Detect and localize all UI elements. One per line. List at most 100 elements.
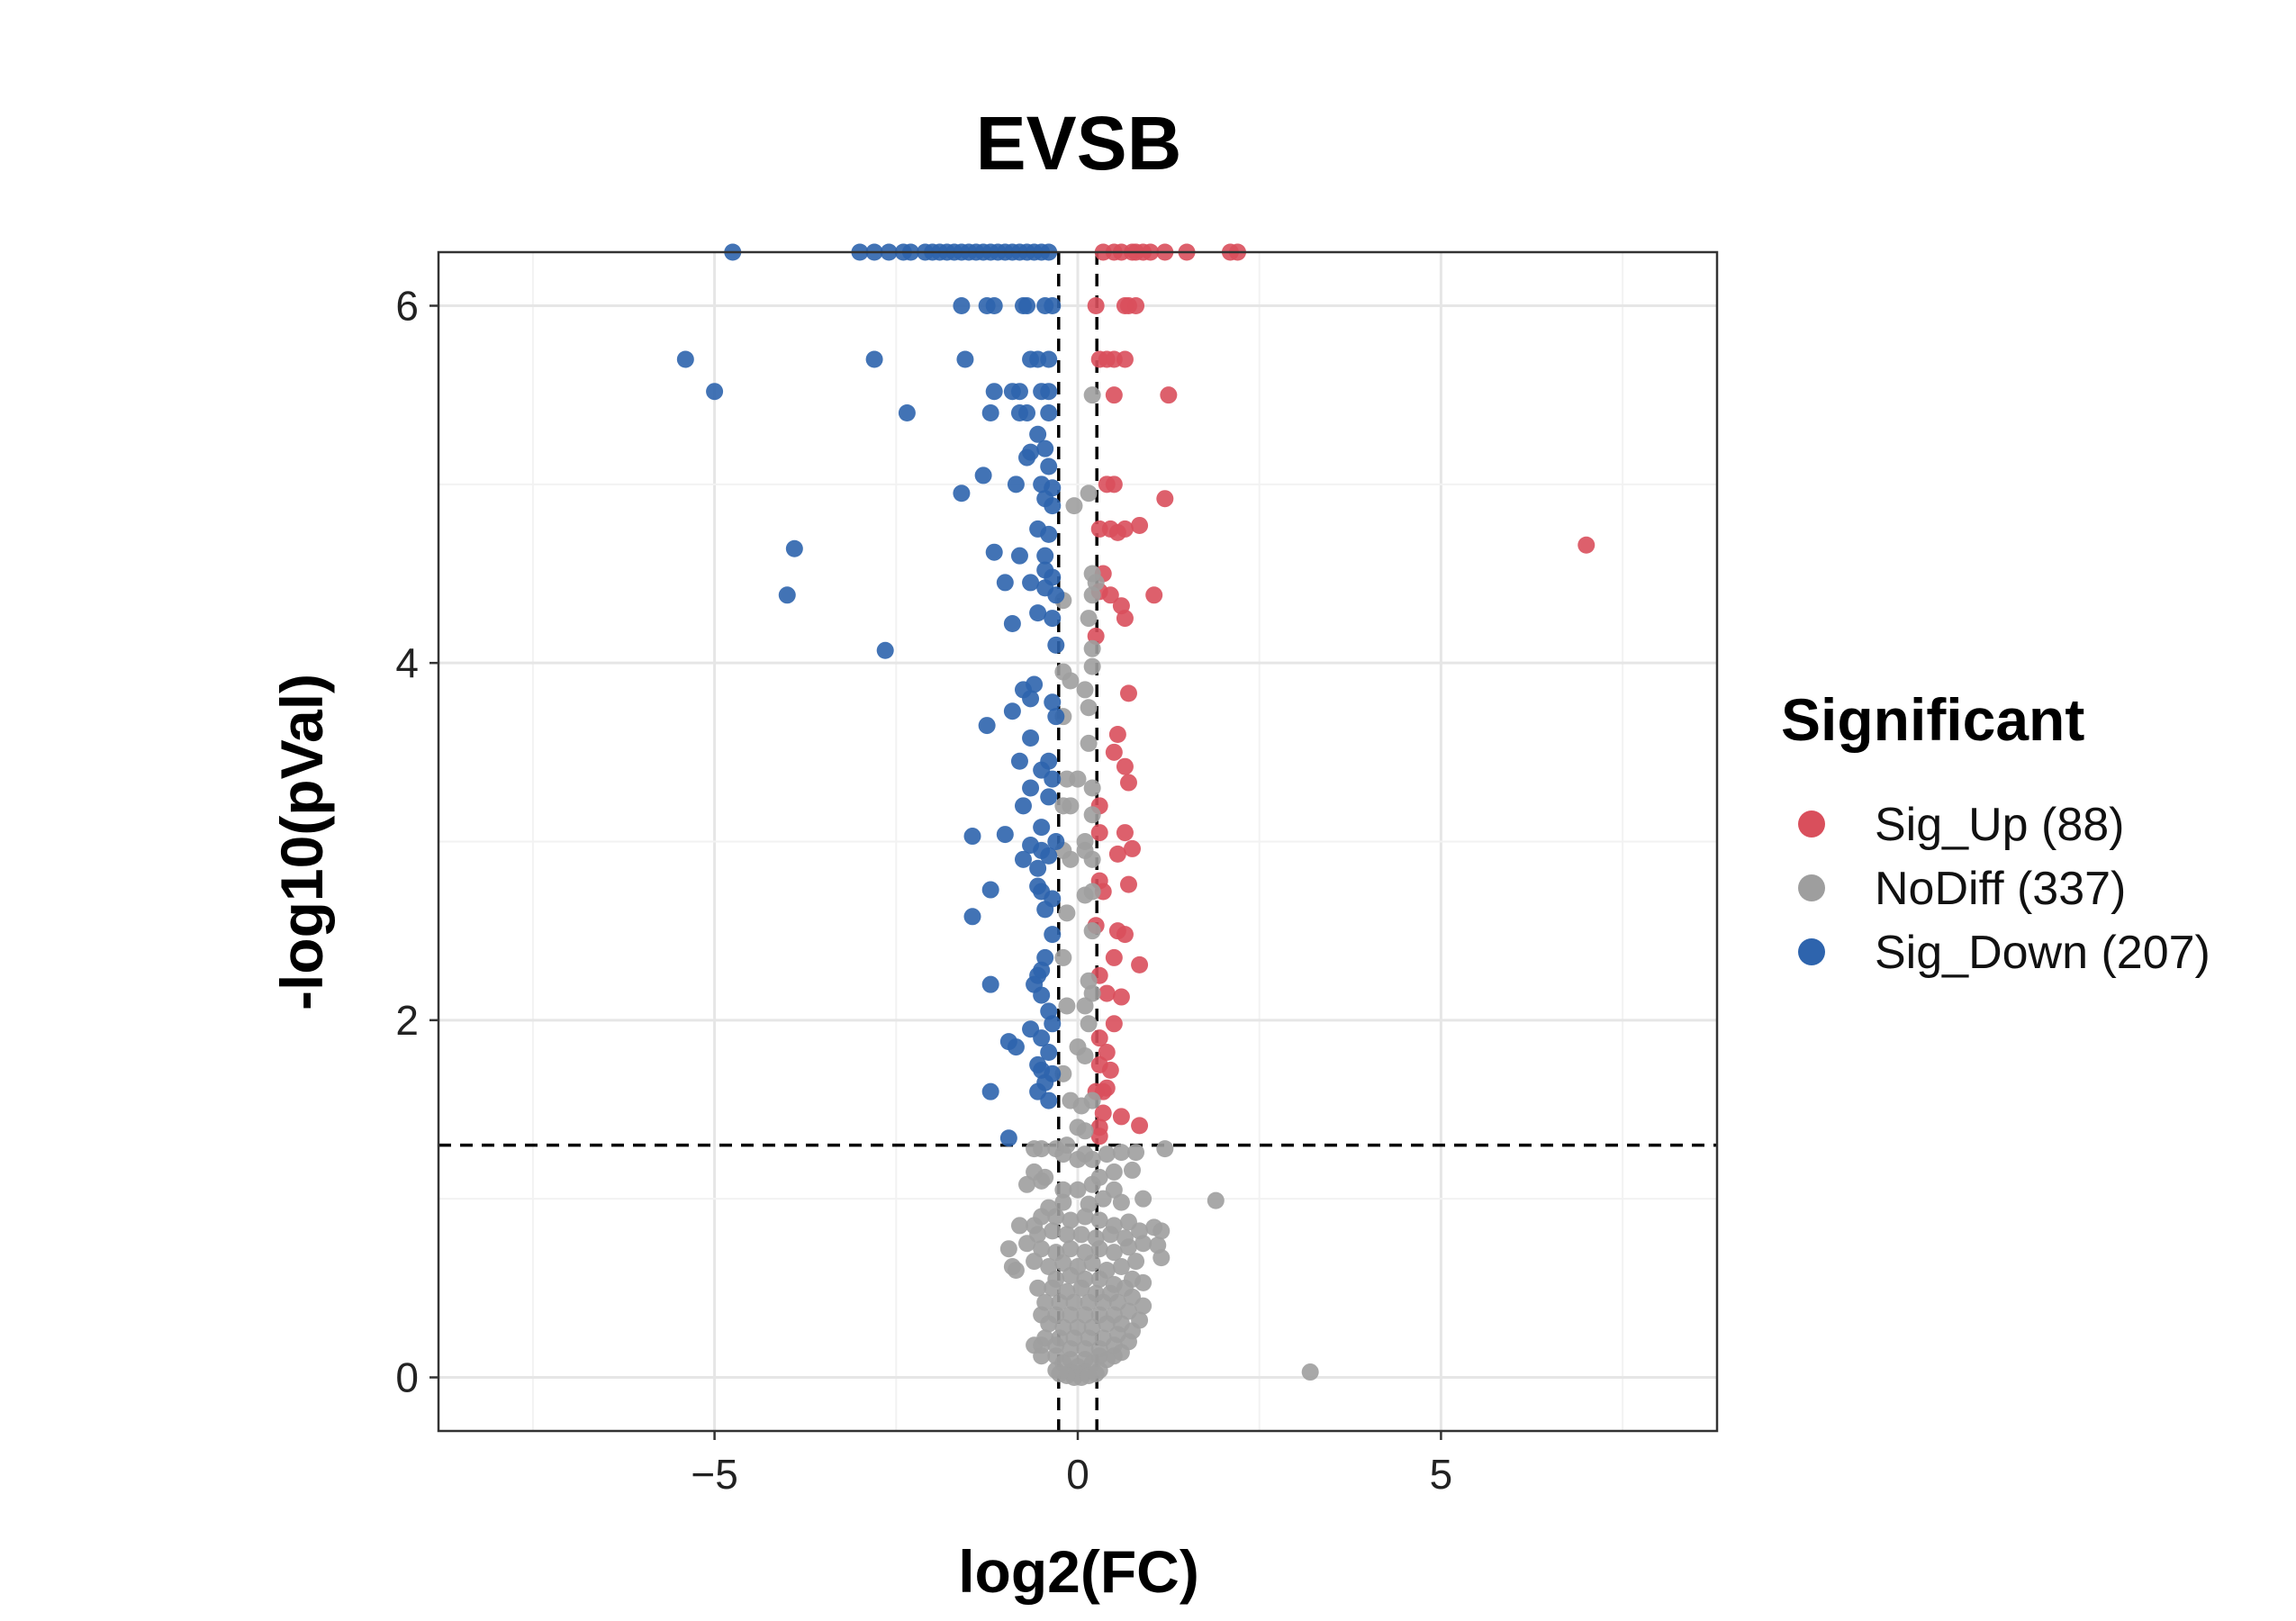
data-point [1083, 1091, 1101, 1109]
data-point [1018, 404, 1036, 421]
data-point [1119, 774, 1137, 792]
data-point [1018, 448, 1036, 466]
data-point [963, 908, 981, 926]
data-point [706, 383, 724, 401]
data-point [1058, 904, 1076, 922]
legend-title: Significant [1781, 686, 2084, 753]
legend-key [1798, 874, 1825, 901]
data-point [1116, 926, 1134, 944]
data-point [1112, 1258, 1130, 1276]
data-point [1040, 788, 1058, 806]
data-point [1010, 752, 1028, 770]
data-point [1098, 1044, 1116, 1062]
data-point [676, 350, 694, 368]
data-point [1083, 586, 1101, 604]
data-point [1010, 547, 1028, 565]
data-point [1087, 297, 1105, 314]
data-point [1127, 297, 1145, 314]
data-point [1069, 770, 1087, 788]
data-point [1577, 536, 1595, 554]
data-point [1062, 672, 1080, 690]
data-point [1040, 457, 1058, 475]
data-point [1083, 1254, 1101, 1272]
data-point [981, 404, 999, 421]
data-point [1018, 1235, 1036, 1253]
data-point [1080, 610, 1098, 628]
data-point [1029, 1279, 1047, 1297]
legend-label: NoDiff (337) [1875, 863, 2126, 915]
data-point [1040, 383, 1058, 401]
data-point [1090, 1240, 1108, 1258]
data-point [1101, 586, 1119, 604]
data-point [985, 297, 1003, 314]
data-point [1116, 610, 1134, 628]
data-point [1090, 1127, 1108, 1146]
data-point [1090, 1029, 1108, 1047]
data-point [1108, 726, 1126, 743]
data-point [1029, 604, 1047, 622]
data-point [1105, 1015, 1123, 1033]
data-point [1090, 824, 1108, 842]
data-point [985, 543, 1003, 561]
data-point [1003, 1258, 1021, 1276]
data-point [1003, 615, 1021, 633]
data-point [1083, 1175, 1101, 1193]
y-tick-label: 6 [395, 283, 419, 330]
data-point [1087, 1365, 1105, 1383]
data-point [1062, 1266, 1080, 1284]
data-point [1083, 1151, 1101, 1169]
data-point [1062, 1211, 1080, 1229]
data-point [1116, 757, 1134, 775]
data-point [1062, 797, 1080, 815]
data-point [1054, 1193, 1072, 1211]
data-point [1022, 779, 1040, 797]
legend-label: Sig_Up (88) [1875, 799, 2124, 851]
data-point [1062, 1240, 1080, 1258]
data-point [1018, 297, 1036, 314]
data-point [1131, 516, 1149, 534]
data-point [1076, 681, 1094, 699]
data-point [898, 404, 916, 421]
data-point [1160, 386, 1178, 404]
data-point [1072, 1279, 1090, 1297]
data-point [1116, 350, 1134, 368]
data-point [1101, 1226, 1119, 1244]
data-point [1105, 1163, 1123, 1181]
data-point [1134, 1190, 1153, 1208]
y-tick-label: 0 [395, 1354, 419, 1401]
data-point [1076, 1047, 1094, 1064]
data-point [1076, 997, 1094, 1015]
data-point [1119, 875, 1137, 893]
data-point [1156, 490, 1174, 508]
data-point [1112, 1344, 1130, 1362]
data-point [778, 586, 796, 604]
data-point [956, 350, 974, 368]
data-point [1044, 770, 1062, 788]
data-point [1040, 1315, 1058, 1333]
data-point [1010, 383, 1028, 401]
data-point [1119, 1238, 1137, 1256]
data-point [1076, 1208, 1094, 1226]
data-point [1040, 1091, 1058, 1109]
data-point [1047, 708, 1065, 726]
x-tick-label: 0 [1066, 1451, 1089, 1498]
data-point [1054, 1181, 1072, 1199]
data-point [1134, 1273, 1153, 1291]
data-point [1083, 922, 1101, 940]
data-point [1033, 1140, 1051, 1158]
y-tick-label: 2 [395, 997, 419, 1044]
data-point [1003, 702, 1021, 720]
x-tick-label: −5 [691, 1451, 737, 1498]
data-point [1094, 1190, 1112, 1208]
data-point [1076, 1122, 1094, 1140]
data-point [1040, 1258, 1058, 1276]
data-point [1134, 1235, 1153, 1253]
data-point [1044, 1015, 1062, 1033]
legend-label: Sig_Down (207) [1875, 927, 2210, 979]
data-point [1036, 901, 1054, 919]
data-point [1080, 734, 1098, 752]
data-point [1116, 824, 1134, 842]
data-point [785, 539, 803, 557]
data-point [1029, 425, 1047, 443]
data-point [1083, 883, 1101, 901]
